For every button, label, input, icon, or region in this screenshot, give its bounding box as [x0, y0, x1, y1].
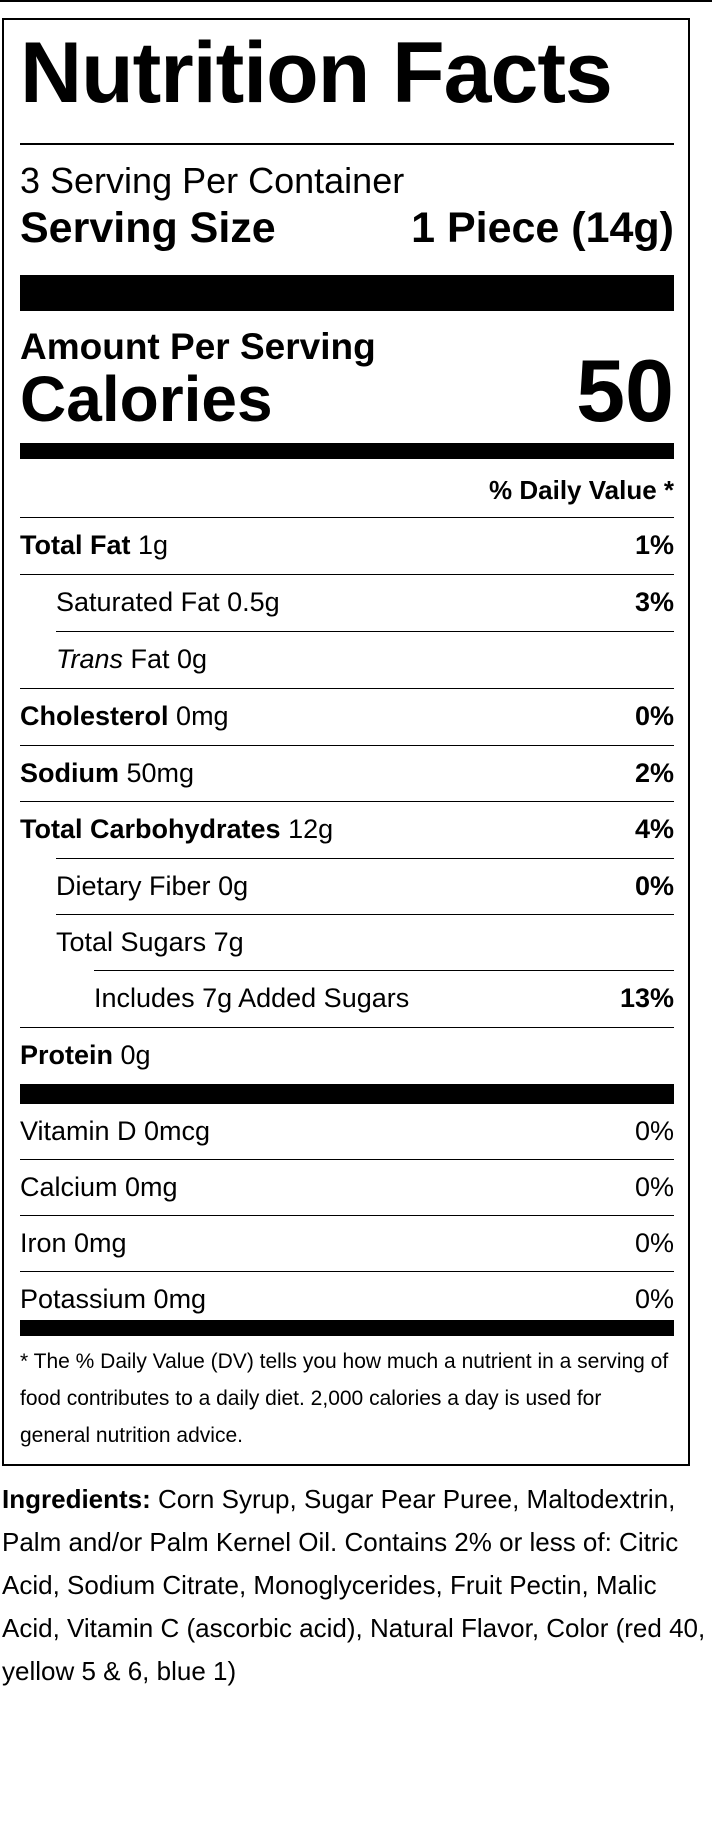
thick-divider	[20, 275, 674, 311]
nutrient-name: Total Fat 1g	[20, 530, 169, 560]
nutrition-facts-panel	[2, 18, 690, 1466]
vitamin-dv: 0%	[634, 1228, 674, 1258]
nutrient-name: Dietary Fiber 0g	[56, 871, 249, 901]
panel-title: Nutrition Facts	[20, 25, 613, 121]
nutrient-row-cholesterol: Cholesterol 0mg 0%	[20, 689, 674, 744]
serving-size-label: Serving Size	[20, 204, 276, 252]
ingredients-statement: Ingredients: Corn Syrup, Sugar Pear Pure…	[2, 1478, 706, 1693]
daily-value-footnote: * The % Daily Value (DV) tells you how m…	[20, 1350, 669, 1447]
vitamin-dv: 0%	[634, 1172, 674, 1202]
nutrient-row-protein: Protein 0g	[20, 1028, 674, 1083]
serving-size-row: Serving Size 1 Piece (14g)	[20, 204, 674, 254]
thick-divider	[20, 1084, 674, 1104]
vitamin-row-iron: Iron 0mg 0%	[20, 1216, 674, 1271]
nutrient-row-sodium: Sodium 50mg 2%	[20, 746, 674, 801]
nutrient-name: Trans Fat 0g	[56, 644, 208, 674]
nutrient-row-total-carbohydrates: Total Carbohydrates 12g 4%	[20, 802, 674, 857]
vitamin-dv: 0%	[634, 1116, 674, 1146]
nutrient-dv: 3%	[634, 587, 674, 617]
vitamin-row-calcium: Calcium 0mg 0%	[20, 1160, 674, 1215]
nutrient-dv: 1%	[634, 530, 674, 560]
calories-value: 50	[576, 341, 674, 440]
divider	[20, 745, 674, 746]
divider	[56, 914, 674, 915]
nutrient-row-trans-fat: Trans Fat 0g	[20, 632, 674, 687]
divider	[56, 631, 674, 632]
vitamin-row-vitamin-d: Vitamin D 0mcg 0%	[20, 1104, 674, 1159]
ingredients-label: Ingredients:	[2, 1484, 151, 1514]
nutrient-dv: 4%	[634, 814, 674, 844]
divider	[20, 1159, 674, 1160]
divider	[20, 801, 674, 802]
amount-per-serving: Amount Per Serving	[20, 326, 376, 367]
divider	[20, 1027, 674, 1028]
nutrient-row-added-sugars: Includes 7g Added Sugars 13%	[20, 971, 674, 1026]
thick-divider	[20, 1320, 674, 1336]
serving-size-value: 1 Piece (14g)	[411, 204, 674, 252]
top-border-line	[0, 0, 712, 2]
divider	[94, 970, 674, 971]
nutrient-dv: 2%	[634, 758, 674, 788]
servings-per-container: 3 Serving Per Container	[20, 160, 674, 202]
nutrient-name: Total Carbohydrates 12g	[20, 814, 334, 844]
vitamin-name: Calcium 0mg	[20, 1172, 178, 1202]
divider	[20, 688, 674, 689]
vitamin-dv: 0%	[634, 1284, 674, 1314]
divider	[56, 858, 674, 859]
daily-value-header: % Daily Value *	[489, 475, 674, 505]
divider	[20, 1271, 674, 1272]
nutrient-dv: 0%	[634, 701, 674, 731]
nutrient-name: Cholesterol 0mg	[20, 701, 229, 731]
nutrient-name: Sodium 50mg	[20, 758, 195, 788]
divider	[20, 574, 674, 575]
thick-divider	[20, 443, 674, 459]
divider	[20, 1215, 674, 1216]
nutrient-name: Protein 0g	[20, 1040, 151, 1070]
divider	[20, 143, 674, 145]
calories-label: Calories	[20, 363, 273, 435]
ingredients-text: Corn Syrup, Sugar Pear Puree, Maltodextr…	[2, 1484, 706, 1686]
nutrient-name: Total Sugars 7g	[56, 927, 244, 957]
vitamin-name: Iron 0mg	[20, 1228, 127, 1258]
vitamin-name: Vitamin D 0mcg	[20, 1116, 211, 1146]
nutrient-row-dietary-fiber: Dietary Fiber 0g 0%	[20, 859, 674, 914]
nutrient-name: Saturated Fat 0.5g	[56, 587, 280, 617]
nutrient-row-total-fat: Total Fat 1g 1%	[20, 518, 674, 573]
servings-per-container-text: 3 Serving Per Container	[20, 160, 405, 201]
nutrient-name: Includes 7g Added Sugars	[94, 983, 410, 1013]
nutrient-row-saturated-fat: Saturated Fat 0.5g 3%	[20, 575, 674, 630]
vitamin-row-potassium: Potassium 0mg 0%	[20, 1272, 674, 1327]
vitamin-name: Potassium 0mg	[20, 1284, 207, 1314]
nutrient-dv: 0%	[634, 871, 674, 901]
nutrient-row-total-sugars: Total Sugars 7g	[20, 915, 674, 970]
divider	[20, 517, 674, 518]
nutrient-dv: 13%	[619, 983, 674, 1013]
